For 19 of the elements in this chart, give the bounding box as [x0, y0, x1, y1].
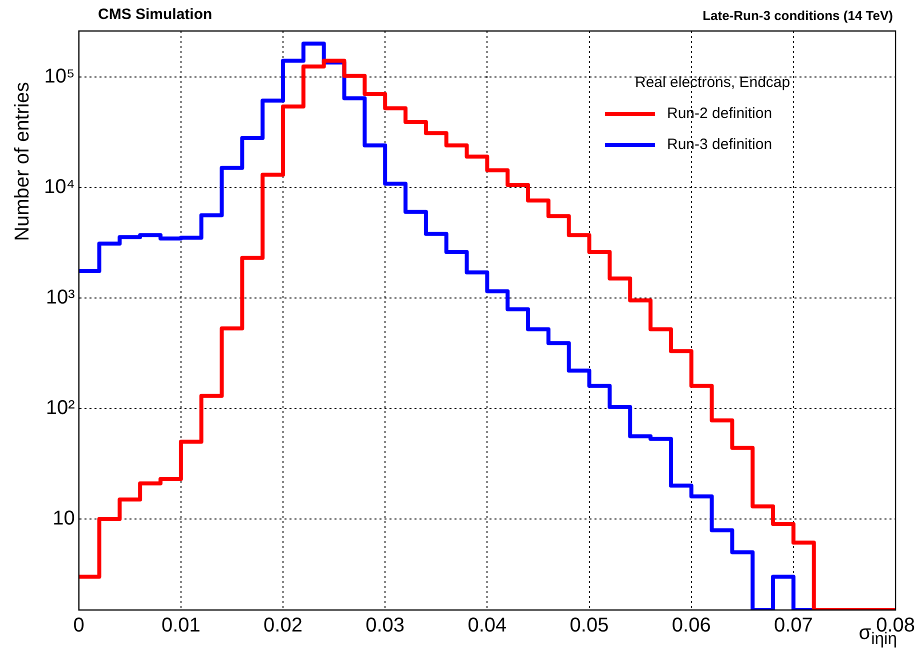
y-tick-label: 10⁴ [44, 176, 75, 198]
chart-subtitle: Late-Run-3 conditions (14 TeV) [702, 8, 893, 23]
x-tick-label: 0.06 [672, 614, 711, 637]
legend-title: Real electrons, Endcap [635, 74, 790, 91]
x-tick-label: 0.05 [570, 614, 609, 637]
x-tick-label: 0 [73, 614, 84, 637]
legend-label: Run-2 definition [667, 105, 772, 122]
y-tick-label: 10² [46, 396, 76, 419]
x-tick-label: 0.04 [468, 614, 507, 637]
legend-label: Run-3 definition [667, 136, 772, 153]
y-tick-label: 10³ [46, 286, 76, 308]
chart-title: CMS Simulation [98, 6, 212, 23]
y-tick-label: 10⁵ [44, 65, 75, 88]
y-axis-title: Number of entries [12, 82, 34, 242]
x-tick-label: 0.02 [264, 614, 302, 637]
x-tick-label: 0.07 [774, 614, 813, 637]
y-tick-label: 10 [52, 507, 75, 530]
x-tick-label: 0.01 [161, 614, 200, 637]
x-tick-label: 0.03 [366, 614, 405, 637]
